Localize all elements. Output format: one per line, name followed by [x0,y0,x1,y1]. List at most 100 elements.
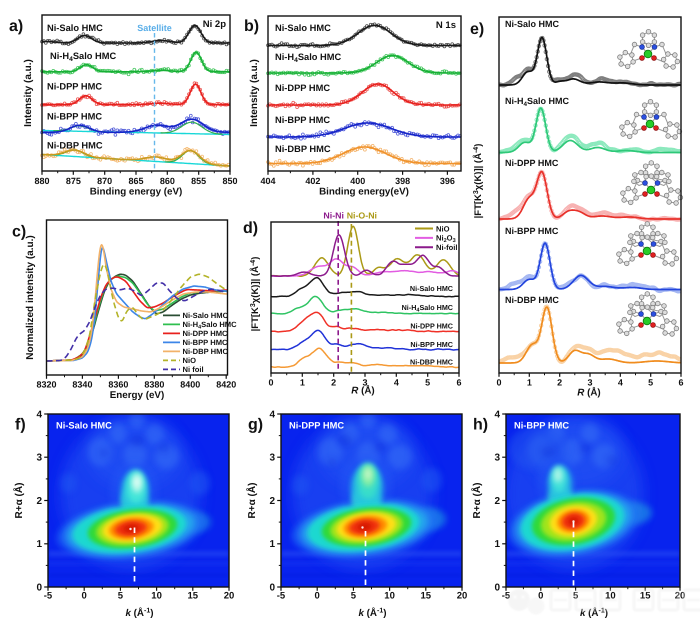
svg-text:Normalized intensity (a.u.): Normalized intensity (a.u.) [25,235,36,359]
svg-text:8360: 8360 [108,379,128,389]
svg-text:Ni-BPP HMC: Ni-BPP HMC [505,226,559,236]
svg-text:N 1s: N 1s [436,20,456,31]
svg-text:Ni-DPP HMC: Ni-DPP HMC [410,322,453,331]
svg-text:4: 4 [36,409,42,420]
svg-text:2: 2 [269,496,275,507]
svg-text:k (Å-1): k (Å-1) [358,607,386,619]
svg-text:1: 1 [527,377,532,387]
svg-text:-5: -5 [277,591,286,602]
svg-text:4: 4 [394,377,399,387]
svg-text:398: 398 [395,176,410,186]
svg-text:Satellite: Satellite [137,23,172,33]
svg-text:Ni-foil: Ni-foil [436,243,458,252]
svg-text:3: 3 [269,453,275,464]
svg-text:0: 0 [269,582,275,593]
svg-text:Ni-Salo HMC: Ni-Salo HMC [47,23,103,33]
svg-text:10: 10 [605,591,616,602]
svg-text:Ni-H4Salo HMC: Ni-H4Salo HMC [402,303,453,314]
svg-text:8400: 8400 [180,379,200,389]
svg-text:875: 875 [66,176,81,186]
svg-text:6: 6 [678,377,683,387]
svg-text:Ni-BPP HMC: Ni-BPP HMC [47,112,102,122]
svg-text:R+α (Å): R+α (Å) [13,483,25,519]
svg-text:396: 396 [440,176,455,186]
svg-text:Ni-Salo HMC: Ni-Salo HMC [275,23,331,33]
svg-text:6: 6 [456,377,461,387]
svg-text:3: 3 [362,377,367,387]
svg-text:c): c) [12,224,26,241]
svg-text:Ni-DPP HMC: Ni-DPP HMC [289,421,344,431]
svg-text:870: 870 [97,176,112,186]
svg-text:880: 880 [34,176,49,186]
svg-text:Ni-Salo HMC: Ni-Salo HMC [410,284,453,293]
svg-text:Ni-H4Salo HMC: Ni-H4Salo HMC [183,320,238,331]
svg-text:15: 15 [421,591,432,602]
svg-text:|FT[K3χ(K)]| (Å-4): |FT[K3χ(K)]| (Å-4) [472,144,484,219]
svg-text:e): e) [470,21,484,38]
svg-text:8340: 8340 [72,379,92,389]
svg-text:NiO: NiO [183,356,197,365]
svg-text:-5: -5 [502,591,511,602]
svg-text:R+α (Å): R+α (Å) [246,483,258,519]
svg-text:400: 400 [350,176,365,186]
svg-text:0: 0 [315,591,320,602]
svg-text:Ni-BPP HMC: Ni-BPP HMC [514,421,569,431]
svg-text:g): g) [248,417,263,434]
svg-text:a): a) [9,18,23,35]
svg-text:2: 2 [557,377,562,387]
svg-text:20: 20 [224,591,235,602]
svg-text:0: 0 [538,591,543,602]
svg-text:4: 4 [618,377,623,387]
svg-text:Ni-H4Salo HMC: Ni-H4Salo HMC [505,96,570,108]
svg-text:8420: 8420 [216,379,236,389]
svg-text:b): b) [244,18,259,35]
svg-text:2: 2 [36,496,42,507]
svg-text:404: 404 [260,176,275,186]
svg-text:Ni-DPP HMC: Ni-DPP HMC [275,83,330,93]
svg-text:Ni-DBP HMC: Ni-DBP HMC [410,358,453,367]
svg-text:0: 0 [496,377,501,387]
svg-text:1: 1 [494,539,500,550]
svg-text:0: 0 [82,591,87,602]
svg-text:Binding energy (eV): Binding energy (eV) [90,187,183,198]
svg-text:Ni-Salo HMC: Ni-Salo HMC [505,19,560,29]
svg-text:5: 5 [118,591,124,602]
svg-text:3: 3 [494,453,500,464]
svg-text:k (Å-1): k (Å-1) [125,607,153,619]
svg-text:Ni-Salo HMC: Ni-Salo HMC [183,311,229,320]
svg-text:R (Å): R (Å) [577,387,600,399]
svg-text:Intensity (a.u.): Intensity (a.u.) [23,59,34,127]
svg-text:10: 10 [384,591,395,602]
svg-text:1: 1 [300,377,305,387]
svg-text:Ni-H4Salo HMC: Ni-H4Salo HMC [50,51,117,63]
svg-text:402: 402 [305,176,320,186]
svg-text:20: 20 [675,591,686,602]
svg-text:2: 2 [331,377,336,387]
svg-text:Ni-DPP HMC: Ni-DPP HMC [47,82,102,92]
svg-text:1: 1 [36,539,42,550]
svg-text:f): f) [15,417,26,434]
svg-text:865: 865 [128,176,143,186]
svg-text:Ni-BPP HMC: Ni-BPP HMC [275,115,330,125]
svg-text:855: 855 [191,176,206,186]
svg-text:Ni 2p: Ni 2p [203,19,226,30]
svg-text:860: 860 [160,176,175,186]
svg-text:0: 0 [268,377,273,387]
svg-text:3: 3 [36,453,42,464]
svg-text:4: 4 [269,409,275,420]
svg-text:Ni-BPP HMC: Ni-BPP HMC [183,338,229,347]
svg-text:20: 20 [457,591,468,602]
svg-text:-5: -5 [44,591,53,602]
svg-text:8320: 8320 [36,379,56,389]
svg-text:15: 15 [188,591,199,602]
svg-text:d): d) [243,220,258,237]
svg-text:8380: 8380 [144,379,164,389]
svg-text:Ni-BPP HMC: Ni-BPP HMC [410,340,453,349]
svg-text:Ni-Salo HMC: Ni-Salo HMC [56,421,112,431]
svg-text:Ni-O-Ni: Ni-O-Ni [347,211,377,221]
svg-text:Ni-DBP HMC: Ni-DBP HMC [183,347,229,356]
svg-text:Ni-DBP HMC: Ni-DBP HMC [47,141,103,151]
svg-text:R (Å): R (Å) [351,385,374,397]
svg-text:Intensity (a.u.): Intensity (a.u.) [249,59,260,127]
svg-text:Ni-DBP HMC: Ni-DBP HMC [275,144,331,154]
